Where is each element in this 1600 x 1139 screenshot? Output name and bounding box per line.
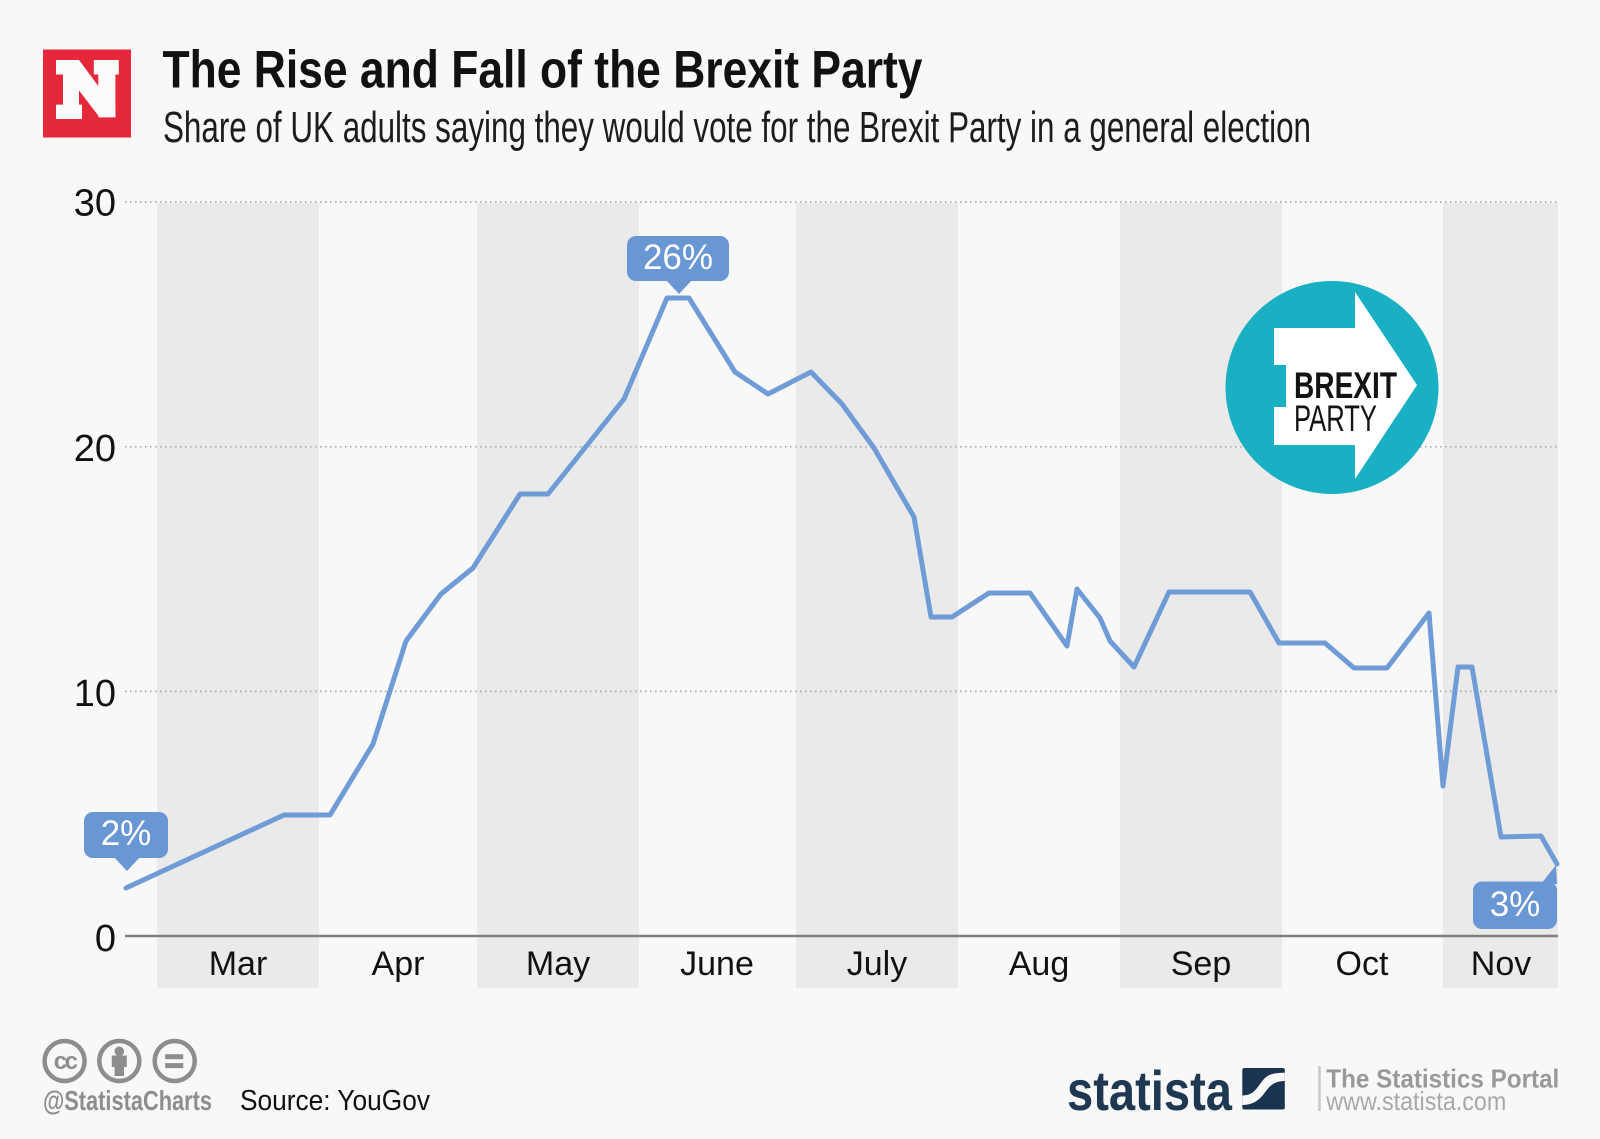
svg-text:0: 0 [95,918,116,960]
svg-text:2%: 2% [101,814,152,853]
svg-text:Mar: Mar [209,945,268,983]
svg-text:26%: 26% [643,238,713,277]
svg-text:statista: statista [1067,1059,1233,1122]
svg-text:Source: YouGov: Source: YouGov [240,1085,430,1117]
svg-text:Aug: Aug [1009,945,1070,983]
svg-text:@StatistaCharts: @StatistaCharts [43,1085,212,1116]
svg-text:PARTY: PARTY [1294,398,1377,439]
svg-text:30: 30 [74,183,116,225]
svg-text:3%: 3% [1490,885,1541,924]
svg-text:www.statista.com: www.statista.com [1325,1086,1506,1116]
svg-text:Apr: Apr [372,945,425,983]
svg-text:cc: cc [54,1048,78,1075]
svg-text:BREXIT: BREXIT [1294,365,1397,406]
svg-text:The Statistics Portal: The Statistics Portal [1326,1064,1559,1094]
svg-text:Nov: Nov [1471,945,1531,983]
svg-text:The Rise and Fall of the Brexi: The Rise and Fall of the Brexit Party [163,41,923,100]
svg-text:Oct: Oct [1336,945,1389,983]
svg-text:July: July [847,945,907,983]
svg-text:20: 20 [74,428,116,470]
svg-text:Share of UK adults saying they: Share of UK adults saying they would vot… [163,103,1311,152]
svg-text:May: May [526,945,590,983]
svg-text:June: June [680,945,754,983]
svg-text:10: 10 [74,673,116,715]
svg-text:Sep: Sep [1171,945,1232,983]
